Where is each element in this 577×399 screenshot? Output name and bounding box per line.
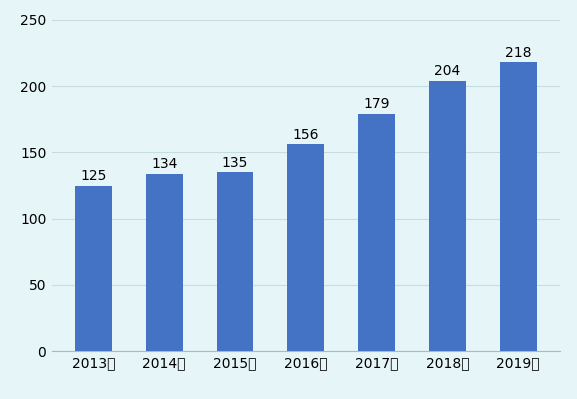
Text: 135: 135 — [222, 156, 248, 170]
Text: 179: 179 — [364, 97, 390, 111]
Bar — [75, 186, 112, 351]
Bar — [358, 114, 395, 351]
Bar — [287, 144, 324, 351]
Text: 125: 125 — [80, 169, 107, 183]
Bar — [500, 62, 537, 351]
Bar — [429, 81, 466, 351]
Bar — [146, 174, 183, 351]
Text: 156: 156 — [293, 128, 319, 142]
Bar — [216, 172, 253, 351]
Text: 134: 134 — [151, 157, 177, 171]
Text: 218: 218 — [505, 46, 531, 60]
Text: 204: 204 — [434, 64, 460, 78]
